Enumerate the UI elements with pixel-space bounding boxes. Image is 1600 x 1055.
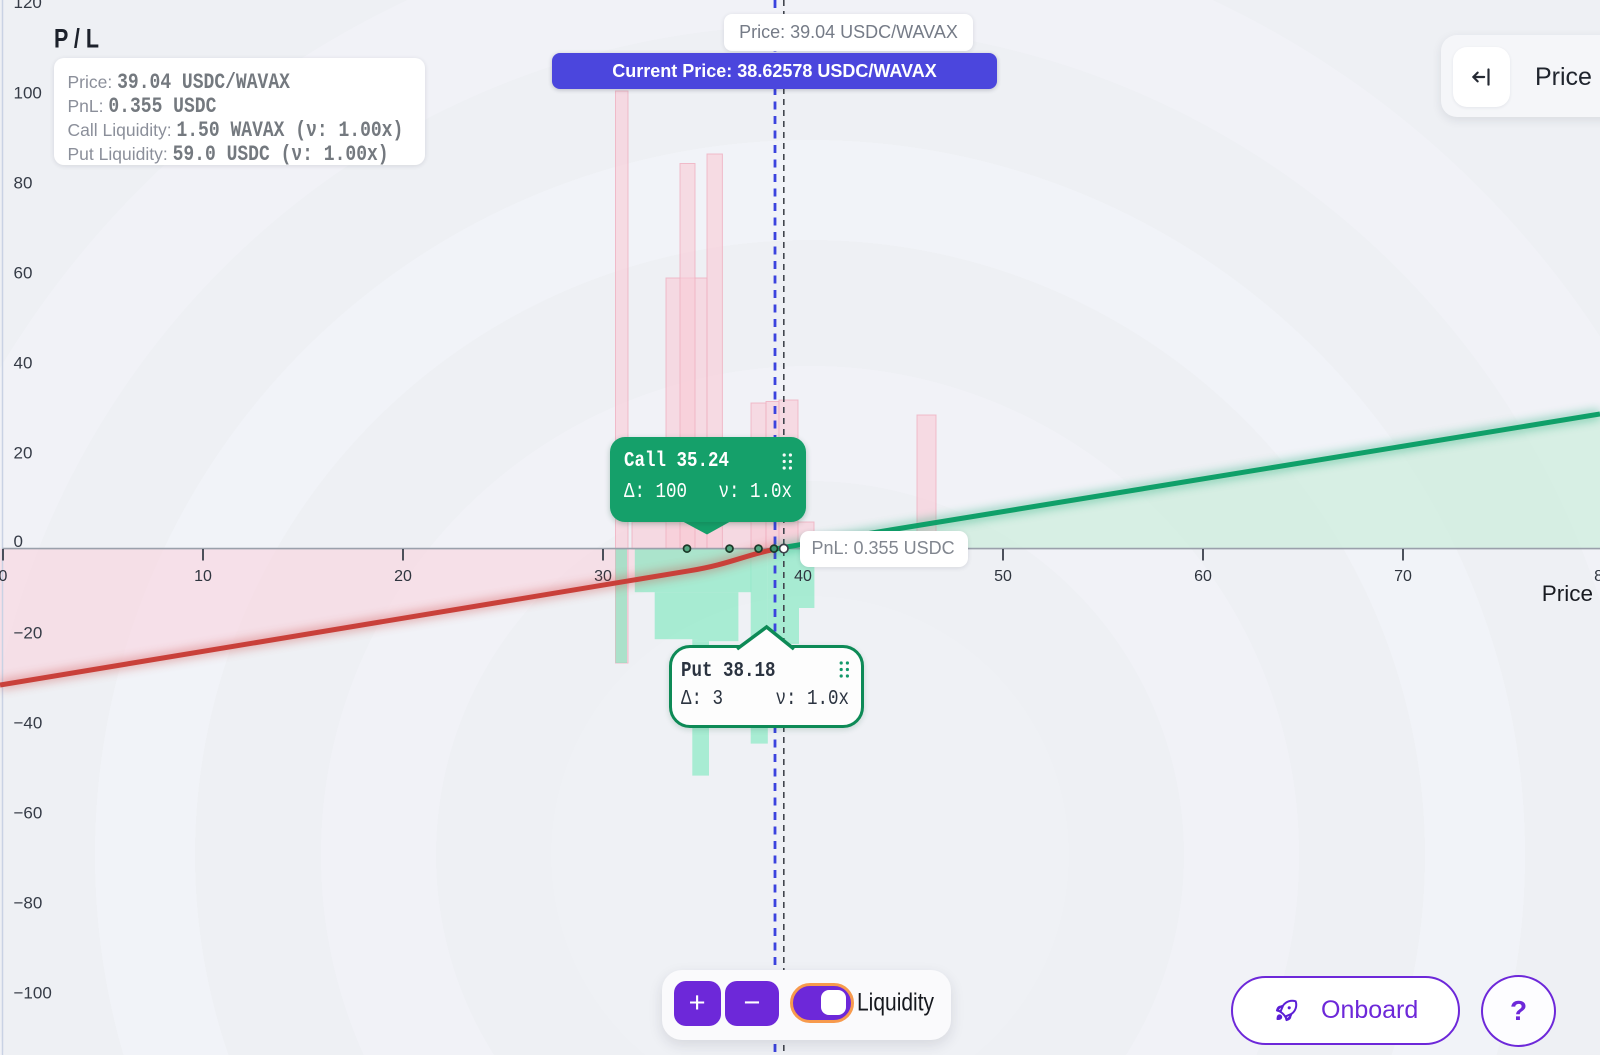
svg-text:60: 60 bbox=[14, 264, 33, 283]
svg-text:10: 10 bbox=[194, 568, 212, 585]
svg-text:40: 40 bbox=[794, 568, 812, 585]
svg-text:−20: −20 bbox=[14, 624, 43, 643]
svg-text:−80: −80 bbox=[14, 894, 43, 913]
svg-text:−100: −100 bbox=[14, 984, 52, 1003]
svg-text:0: 0 bbox=[0, 568, 8, 585]
svg-text:80: 80 bbox=[1594, 568, 1600, 585]
svg-text:40: 40 bbox=[14, 354, 33, 373]
svg-text:80: 80 bbox=[14, 174, 33, 193]
svg-text:Price: Price bbox=[1542, 581, 1593, 606]
svg-text:0: 0 bbox=[14, 532, 23, 551]
svg-text:100: 100 bbox=[14, 84, 42, 103]
svg-text:50: 50 bbox=[994, 568, 1012, 585]
svg-text:−60: −60 bbox=[14, 804, 43, 823]
svg-text:120: 120 bbox=[14, 0, 42, 12]
svg-text:70: 70 bbox=[1394, 568, 1412, 585]
svg-text:60: 60 bbox=[1194, 568, 1212, 585]
svg-text:20: 20 bbox=[14, 444, 33, 463]
svg-text:20: 20 bbox=[394, 568, 412, 585]
svg-text:−40: −40 bbox=[14, 714, 43, 733]
